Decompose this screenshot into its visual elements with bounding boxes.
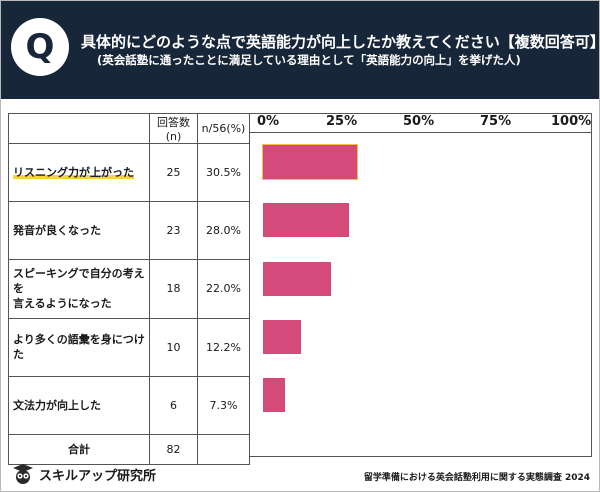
q-badge-icon: Q <box>11 18 69 76</box>
percent-cell: 28.0% <box>197 201 250 261</box>
bar <box>263 319 301 354</box>
table-row: リスニング力が上がった 25 30.5% <box>8 142 250 203</box>
bar <box>263 261 331 296</box>
category-label-line: 言えるようになった <box>13 297 112 311</box>
survey-note: 留学準備における英会話塾利用に関する実態調査 2024 <box>363 473 590 483</box>
category-label: より多くの語彙を身につけた <box>8 317 150 377</box>
question-subtitle: (英会話塾に通ったことに満足している理由として「英語能力の向上」を挙げた人) <box>97 53 521 67</box>
percent-cell: 12.2% <box>197 317 250 377</box>
x-tick-label: 25% <box>326 114 358 129</box>
count-cell: 18 <box>149 259 198 319</box>
category-label-line: スピーキングで自分の考えを <box>13 267 145 296</box>
brand-name: スキルアップ研究所 <box>39 468 157 484</box>
count-cell: 25 <box>149 142 198 203</box>
header-cell-empty <box>8 113 150 144</box>
x-tick-label: 50% <box>403 114 435 129</box>
category-label-line: リスニング力が上がった <box>13 166 134 180</box>
total-count: 82 <box>149 433 198 465</box>
plot-area <box>249 113 592 457</box>
total-label: 合計 <box>8 433 150 465</box>
bar <box>263 377 286 412</box>
x-tick-label: 75% <box>480 114 512 129</box>
bar <box>263 203 350 238</box>
owl-logo-icon <box>12 463 34 485</box>
count-cell: 10 <box>149 317 198 377</box>
header-percent: n/56(%) <box>197 113 250 144</box>
table-header-row: 回答数(n) n/56(%) <box>8 113 250 144</box>
brand-logo: スキルアップ研究所 <box>12 462 156 486</box>
category-label: リスニング力が上がった <box>8 142 150 203</box>
total-empty-cell <box>197 433 250 465</box>
count-cell: 6 <box>149 375 198 435</box>
category-label: 発音が良くなった <box>8 201 150 261</box>
question-header: Q 具体的にどのような点で英語能力が向上したか教えてください【複数回答可】 (英… <box>1 1 600 99</box>
table-row: スピーキングで自分の考えを 言えるようになった 18 22.0% <box>8 259 250 319</box>
category-label-line: 発音が良くなった <box>13 224 101 238</box>
bar <box>262 144 358 181</box>
plot-header-divider <box>249 132 592 133</box>
percent-cell: 22.0% <box>197 259 250 319</box>
category-label-line: より多くの語彙を身につけた <box>13 333 145 362</box>
category-label: 文法力が向上した <box>8 375 150 435</box>
category-label: スピーキングで自分の考えを 言えるようになった <box>8 259 150 319</box>
total-row: 合計 82 <box>8 433 250 465</box>
x-tick-label: 100% <box>551 114 592 129</box>
percent-cell: 7.3% <box>197 375 250 435</box>
table-row: 発音が良くなった 23 28.0% <box>8 201 250 261</box>
answer-table: 回答数(n) n/56(%) リスニング力が上がった 25 30.5% 発音が良くなっ… <box>8 113 250 465</box>
percent-cell: 30.5% <box>197 142 250 203</box>
category-label-line: 文法力が向上した <box>13 398 101 412</box>
q-badge-letter: Q <box>25 27 55 67</box>
header-count: 回答数(n) <box>149 113 198 144</box>
count-cell: 23 <box>149 201 198 261</box>
table-row: 文法力が向上した 6 7.3% <box>8 375 250 435</box>
table-row: より多くの語彙を身につけた 10 12.2% <box>8 317 250 377</box>
x-tick-label: 0% <box>257 114 280 129</box>
question-title: 具体的にどのような点で英語能力が向上したか教えてください【複数回答可】 <box>81 33 600 51</box>
